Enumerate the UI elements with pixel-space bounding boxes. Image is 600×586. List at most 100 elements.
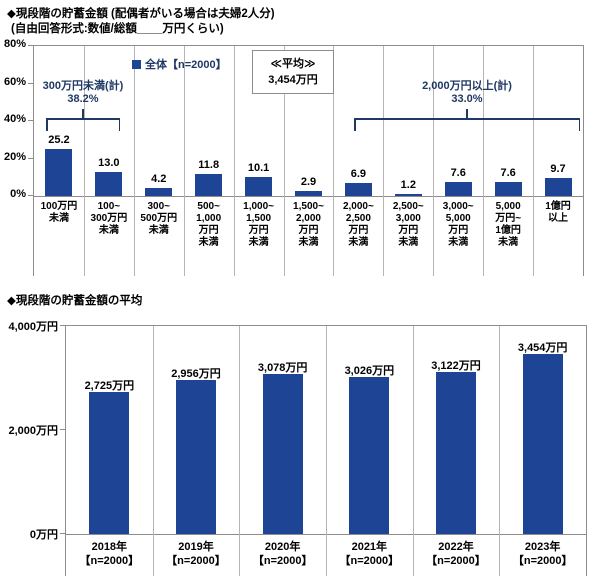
annotation-bracket-center-tick <box>82 109 84 118</box>
column-separator <box>483 46 485 276</box>
x-category-label: 2023年 【n=2000】 <box>512 541 573 567</box>
y-tick-label: 2,000万円 <box>8 425 58 437</box>
bar-value-label: 3,454万円 <box>517 342 568 355</box>
column-separator <box>499 326 501 576</box>
bar-value-label: 9.7 <box>550 162 566 175</box>
x-category-label: 1,500~ 2,000 万円 未満 <box>293 201 324 248</box>
x-category-label: 2,000~ 2,500 万円 未満 <box>342 201 374 248</box>
average-box: ≪平均≫ 3,454万円 <box>252 50 334 94</box>
bar <box>295 190 322 196</box>
annotation-bracket-end <box>578 118 580 131</box>
column-separator <box>533 46 535 276</box>
bar <box>262 373 303 534</box>
column-separator <box>239 326 241 576</box>
y-tick-label: 20% <box>3 150 26 163</box>
bar <box>494 181 522 196</box>
y-tick-mark <box>28 120 33 121</box>
y-tick-label: 60% <box>3 75 26 88</box>
average-box-title: ≪平均≫ <box>270 58 316 70</box>
bar-value-label: 3,078万円 <box>257 361 308 374</box>
column-separator <box>183 46 185 276</box>
bar <box>145 188 173 196</box>
chart2-title: ◆現段階の貯蓄金額の平均 <box>7 295 143 307</box>
chart1-savings-distribution: 25.2 100万円 未満 13.0 100~ 300万円 未満 4.2 300~ 500… <box>33 45 584 276</box>
column-separator <box>383 46 385 276</box>
x-category-label: 2020年 【n=2000】 <box>252 541 313 567</box>
x-category-label: 2021年 【n=2000】 <box>339 541 400 567</box>
bar-value-label: 13.0 <box>98 156 120 169</box>
bar-value-label: 7.6 <box>500 166 516 179</box>
y-tick-mark <box>28 157 33 159</box>
bar-value-label: 2,956万円 <box>171 368 221 381</box>
y-tick-label: 80% <box>3 38 26 50</box>
bar-value-label: 10.1 <box>247 162 270 175</box>
y-tick-mark <box>60 429 65 430</box>
bar-value-label: 2,725万円 <box>84 380 135 393</box>
column-separator <box>283 46 285 276</box>
x-category-label: 500~ 1,000 万円 未満 <box>196 201 222 248</box>
legend-marker-icon <box>132 59 141 69</box>
bar <box>344 183 372 196</box>
bar-value-label: 11.8 <box>198 158 220 171</box>
x-category-label: 2022年 【n=2000】 <box>426 541 486 567</box>
annotation-bracket-end <box>46 118 48 131</box>
column-separator <box>326 326 327 576</box>
y-tick-label: 40% <box>3 113 26 125</box>
bar-value-label: 3,122万円 <box>431 359 481 372</box>
column-separator <box>133 46 135 276</box>
x-category-label: 1億円 以上 <box>545 201 571 224</box>
x-axis-line <box>34 196 583 197</box>
y-tick-mark <box>28 82 33 84</box>
annotation-value: 38.2% <box>67 93 99 105</box>
bar-value-label: 4.2 <box>151 173 167 186</box>
x-category-label: 1,000~ 1,500 万円 未満 <box>243 201 275 248</box>
y-tick-label: 0万円 <box>29 529 58 541</box>
bar <box>436 371 476 534</box>
annotation-value: 33.0% <box>451 93 483 105</box>
y-tick-mark <box>28 45 33 46</box>
legend-label: 全体【n=2000】 <box>145 59 227 71</box>
x-category-label: 2018年 【n=2000】 <box>79 541 140 567</box>
annotation-label: 300万円未満(計) <box>42 80 124 92</box>
x-category-label: 300~ 500万円 未満 <box>140 201 178 236</box>
bar-value-label: 3,026万円 <box>344 364 395 377</box>
bar-value-label: 7.6 <box>450 166 466 179</box>
annotation-bracket-line <box>354 118 580 120</box>
bar <box>176 380 216 534</box>
bar-value-label: 2.9 <box>300 175 317 188</box>
chart1-title: ◆現段階の貯蓄金額 (配偶者がいる場合は夫婦2人分) <box>7 8 275 20</box>
y-tick-mark <box>60 325 65 326</box>
annotation-bracket-end <box>354 118 356 131</box>
annotation-bracket-line <box>46 118 120 120</box>
bar-value-label: 6.9 <box>350 168 367 181</box>
x-category-label: 2019年 【n=2000】 <box>166 541 226 567</box>
chart1-subtitle: (自由回答形式:数値/総額____万円くらい) <box>11 23 224 35</box>
bar <box>195 173 223 196</box>
bar <box>522 354 563 534</box>
y-tick-mark <box>60 533 65 534</box>
x-category-label: 3,000~ 5,000 万円 未満 <box>442 201 474 248</box>
column-separator <box>233 46 235 276</box>
column-separator <box>412 326 414 576</box>
x-category-label: 2,500~ 3,000 万円 未満 <box>392 201 424 248</box>
bar <box>544 177 572 196</box>
bar <box>89 392 130 534</box>
annotation-bracket-center-tick <box>466 109 468 118</box>
chart2-average-savings: 2,725万円 2018年 【n=2000】 2,956万円 2019年 【n=200… <box>65 325 587 576</box>
bar <box>245 177 273 196</box>
y-tick-mark <box>28 195 33 196</box>
bar-value-label: 1.2 <box>400 178 416 191</box>
bar <box>45 148 73 196</box>
column-separator <box>333 46 335 276</box>
average-box-value: 3,454万円 <box>268 74 318 86</box>
legend: 全体【n=2000】 <box>132 56 227 72</box>
x-category-label: 100万円 未満 <box>40 201 78 224</box>
annotation-bracket-end <box>118 118 120 131</box>
bar <box>394 193 422 196</box>
bar <box>444 181 472 196</box>
bar-value-label: 25.2 <box>48 133 70 146</box>
column-separator <box>152 326 154 576</box>
bar <box>349 376 390 534</box>
x-category-label: 100~ 300万円 未満 <box>90 201 128 236</box>
